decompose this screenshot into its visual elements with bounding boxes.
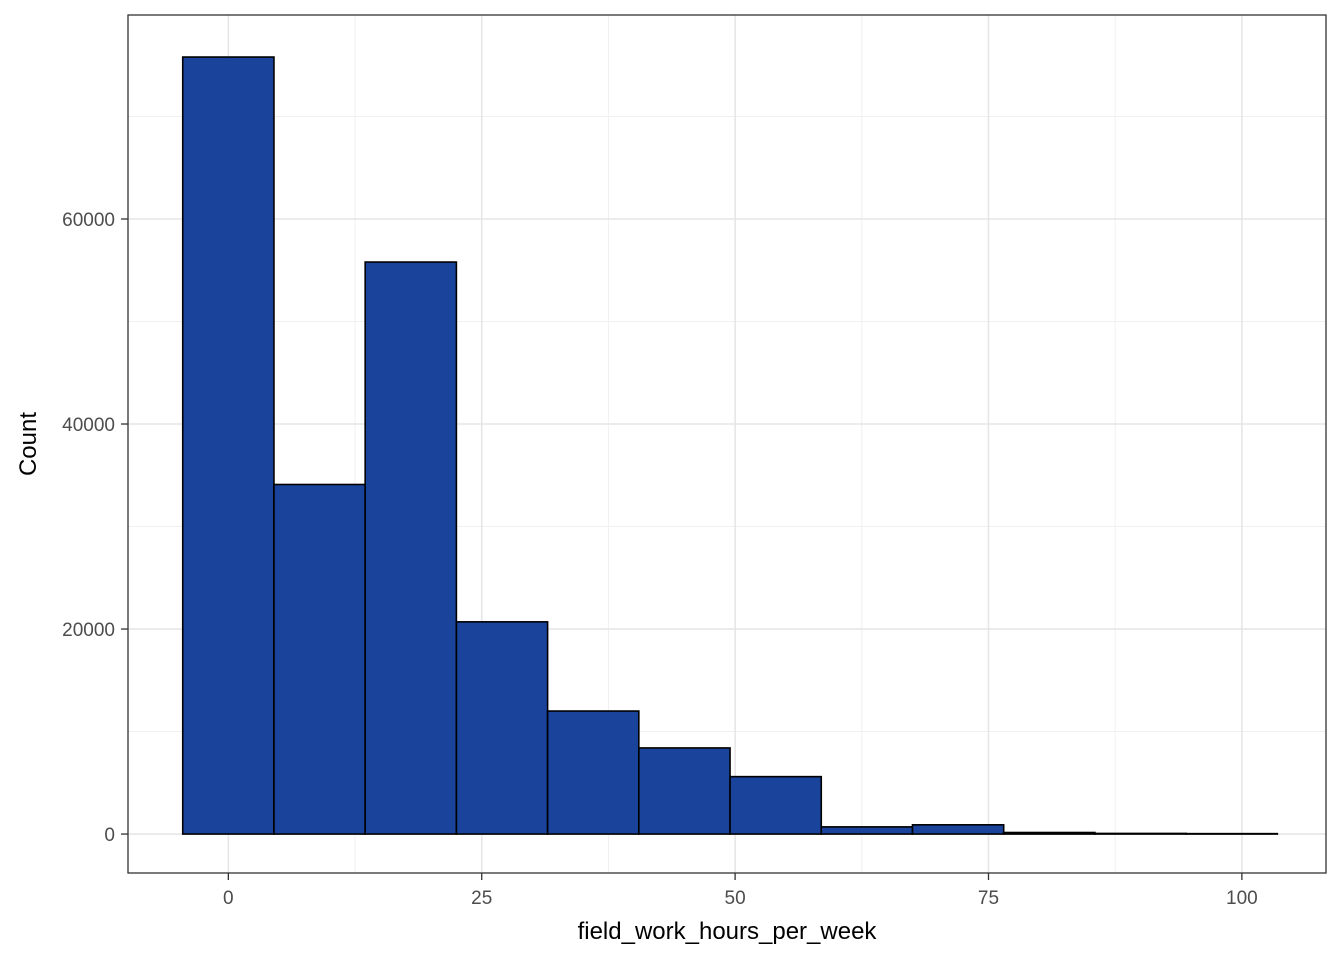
y-tick-label: 20000 <box>62 620 115 641</box>
x-tick-label: 0 <box>223 888 234 909</box>
y-tick-label: 0 <box>104 825 115 846</box>
x-axis-title: field_work_hours_per_week <box>578 918 878 945</box>
y-tick-label: 60000 <box>62 210 115 231</box>
histogram-bar <box>729 775 823 835</box>
histogram-bar <box>546 710 640 835</box>
y-tick-label: 40000 <box>62 415 115 436</box>
histogram-bar <box>181 56 275 835</box>
histogram-bar <box>911 824 1005 835</box>
x-tick-label: 50 <box>725 888 746 909</box>
histogram-bar <box>1094 832 1187 835</box>
histogram-bar <box>638 747 731 835</box>
x-tick-label: 75 <box>978 888 999 909</box>
y-axis: 0 20000 40000 60000 <box>62 210 128 846</box>
x-axis: 0 25 50 75 100 <box>223 873 1258 909</box>
y-axis-title: Count <box>15 412 42 476</box>
minor-gridlines <box>128 15 1326 873</box>
panel-border <box>127 14 1327 874</box>
histogram-bar <box>1002 831 1096 835</box>
histogram-bar <box>455 621 549 835</box>
histogram-bars <box>181 56 1279 835</box>
histogram-bar <box>273 483 366 835</box>
histogram-bar <box>820 826 914 835</box>
x-tick-label: 100 <box>1226 888 1258 909</box>
histogram-bar <box>364 261 458 835</box>
x-tick-label: 25 <box>471 888 492 909</box>
